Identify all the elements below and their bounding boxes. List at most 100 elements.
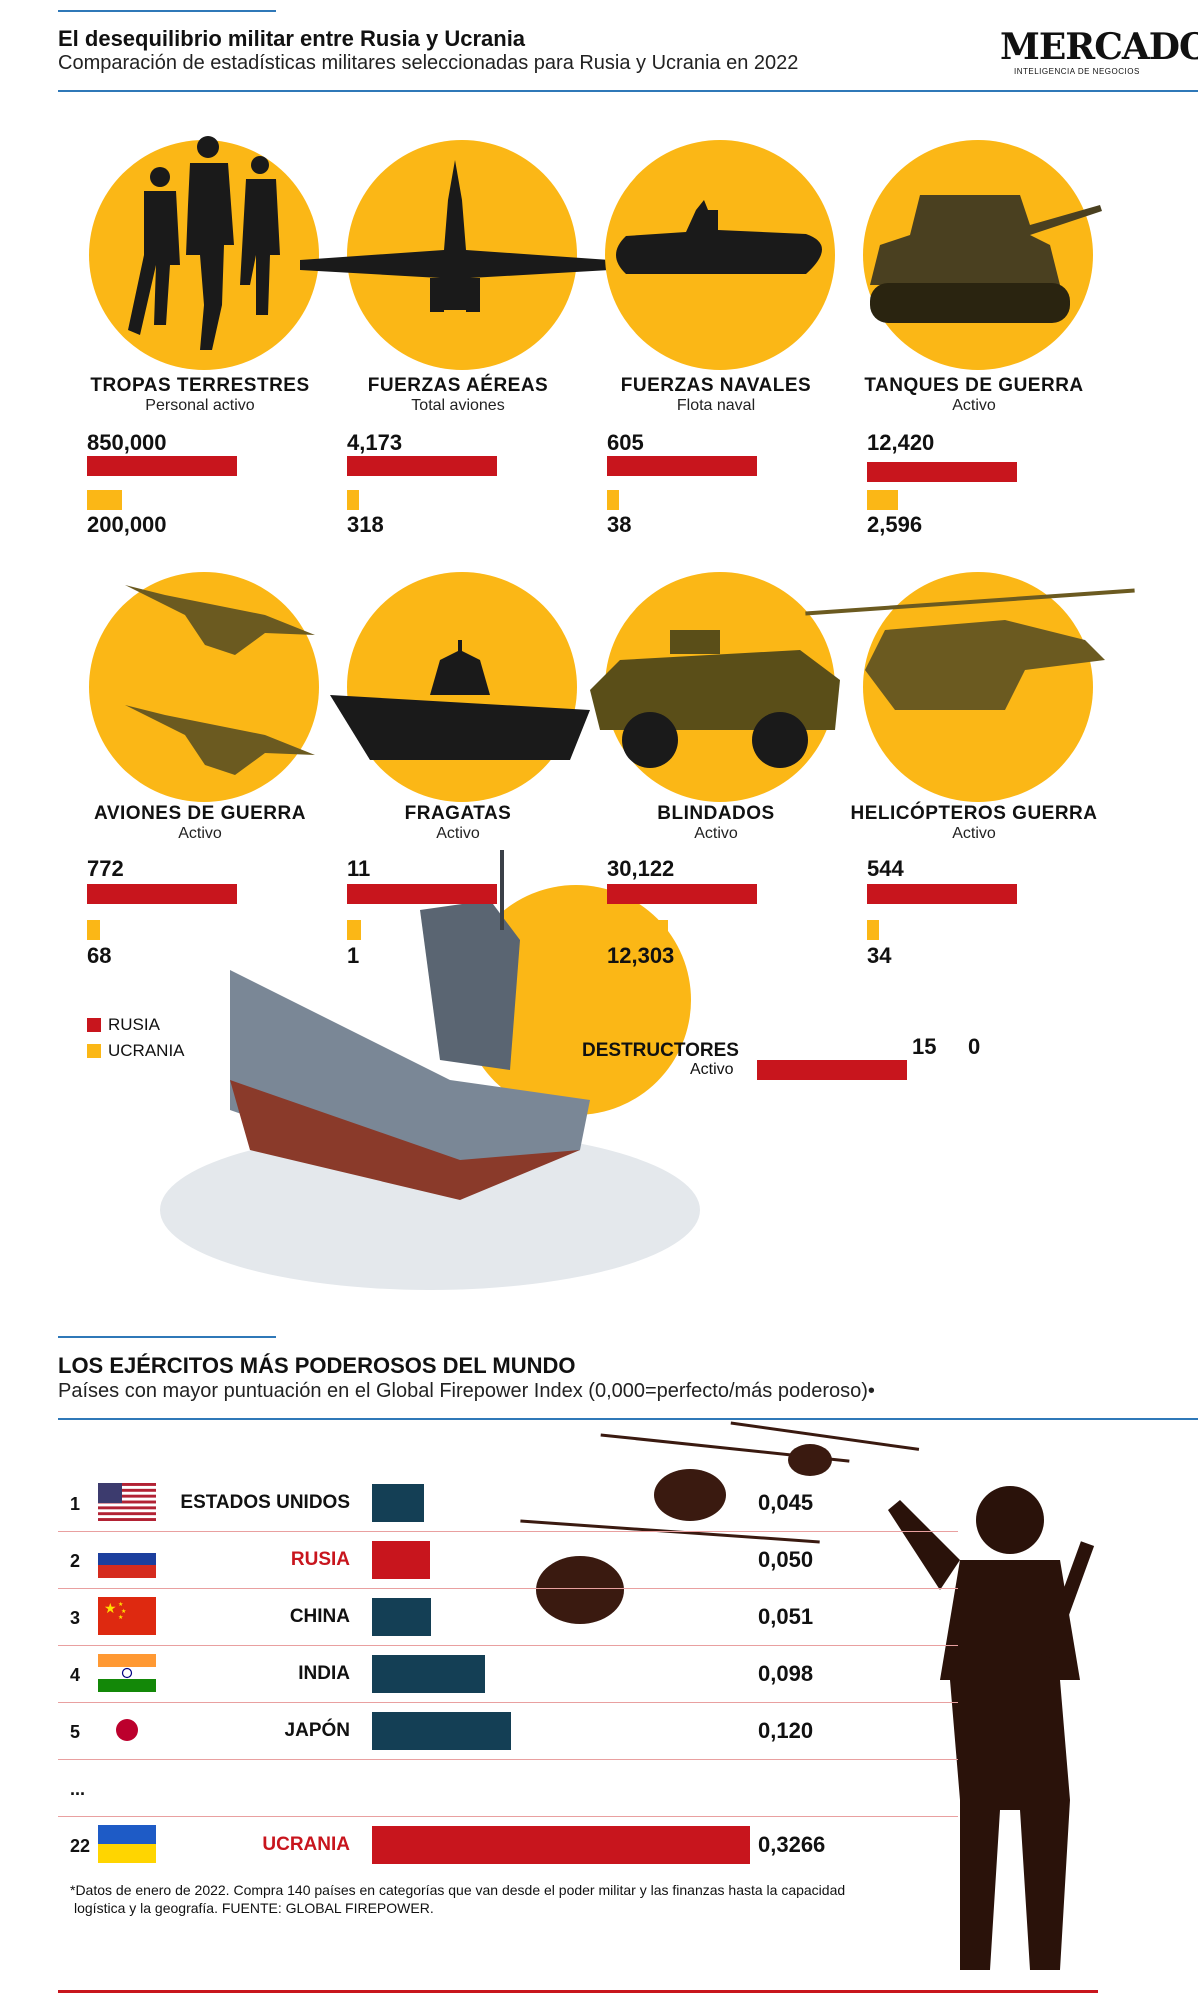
- svg-text:★: ★: [104, 1600, 117, 1616]
- ukraine-value-destroyers: 0: [968, 1034, 981, 1059]
- armored-vehicle-icon: [590, 630, 840, 768]
- soldiers-icon: [128, 136, 280, 350]
- page-subtitle: Comparación de estadísticas militares se…: [58, 52, 799, 74]
- category-unit: Activo: [952, 397, 996, 414]
- footnote-line-1: *Datos de enero de 2022. Compra 140 país…: [70, 1882, 846, 1898]
- category-name: TROPAS TERRESTRES: [90, 375, 310, 396]
- rank-number: 1: [70, 1494, 81, 1514]
- category-unit: Total aviones: [411, 397, 505, 414]
- score-value: 0,098: [758, 1661, 814, 1686]
- score-bar: [372, 1484, 424, 1522]
- rank-number: 5: [70, 1722, 81, 1742]
- tank-icon: [870, 195, 1102, 323]
- country-name: INDIA: [298, 1663, 350, 1684]
- svg-text:★: ★: [118, 1614, 123, 1621]
- row-divider: [58, 1759, 958, 1760]
- score-value: 0,051: [758, 1604, 814, 1629]
- ukraine-value-air: 318: [347, 512, 384, 537]
- category-name-destroyers: DESTRUCTORES: [582, 1040, 739, 1061]
- page-title: El desequilibrio militar entre Rusia y U…: [58, 26, 526, 51]
- ukraine-bar-armored: [607, 920, 668, 940]
- japan-flag-icon: [98, 1711, 156, 1749]
- row-divider: [58, 1588, 958, 1589]
- category-name: BLINDADOS: [657, 803, 775, 824]
- category-name: FRAGATAS: [404, 803, 512, 824]
- row-divider: [58, 1645, 958, 1646]
- score-value: 0,050: [758, 1547, 814, 1572]
- row-divider: [58, 1816, 958, 1817]
- russia-value-warplanes: 772: [87, 856, 124, 881]
- rank-number: 4: [70, 1665, 81, 1685]
- frigate-icon: [330, 640, 590, 760]
- russia-bar-troops: [87, 456, 237, 476]
- score-bar: [372, 1712, 511, 1750]
- row-divider: [58, 1702, 958, 1703]
- rank-number: 2: [70, 1551, 81, 1571]
- soldier-silhouette-icon: [888, 1486, 1095, 1970]
- warplanes-icon: [125, 585, 315, 775]
- ukraine-bar-helicopters: [867, 920, 879, 940]
- score-value: 0,120: [758, 1718, 814, 1743]
- ukraine-value-helicopters: 34: [867, 943, 892, 968]
- ukraine-bar-troops: [87, 490, 122, 510]
- legend-swatch-ukraine: [87, 1044, 101, 1058]
- category-label-navy: FUERZAS NAVALES Flota naval: [586, 375, 846, 415]
- category-label-troops: TROPAS TERRESTRES Personal activo: [70, 375, 330, 415]
- footnote-line-2: logística y la geografía. FUENTE: GLOBAL…: [74, 1900, 434, 1916]
- country-name: CHINA: [289, 1606, 350, 1627]
- submarine-icon: [616, 200, 822, 274]
- russia-bar-helicopters: [867, 884, 1017, 904]
- country-name: JAPÓN: [284, 1720, 350, 1741]
- category-name: TANQUES DE GUERRA: [864, 375, 1084, 396]
- category-label-tanks: TANQUES DE GUERRA Activo: [844, 375, 1104, 415]
- category-name: FUERZAS AÉREAS: [367, 375, 549, 396]
- category-label-armored: BLINDADOS Activo: [586, 803, 846, 843]
- score-bar: [372, 1655, 485, 1693]
- country-name: RUSIA: [290, 1549, 350, 1570]
- country-name: ESTADOS UNIDOS: [180, 1492, 350, 1513]
- section-divider: [58, 1418, 1198, 1420]
- usa-flag-icon: [98, 1483, 156, 1521]
- russia-value-destroyers: 15: [912, 1034, 937, 1059]
- category-name: AVIONES DE GUERRA: [94, 803, 306, 824]
- russia-value-air: 4,173: [347, 430, 403, 455]
- russia-value-helicopters: 544: [867, 856, 904, 881]
- legend-label-russia: RUSIA: [108, 1015, 160, 1034]
- india-flag-icon: [98, 1654, 156, 1692]
- ukraine-bar-navy: [607, 490, 619, 510]
- russia-value-frigates: 11: [347, 856, 371, 881]
- russia-value-tanks: 12,420: [867, 430, 935, 455]
- category-name: HELICÓPTEROS GUERRA: [850, 803, 1098, 824]
- rank-number: ...: [70, 1779, 86, 1799]
- russia-bar-air: [347, 456, 497, 476]
- ukraine-flag-icon: [98, 1825, 156, 1863]
- category-unit: Personal activo: [145, 397, 255, 414]
- category-unit: Activo: [178, 825, 222, 842]
- legend-swatch-russia: [87, 1018, 101, 1032]
- category-unit: Activo: [436, 825, 480, 842]
- category-label-frigates: FRAGATAS Activo: [328, 803, 588, 843]
- russia-flag-icon: [98, 1540, 156, 1578]
- svg-text:★: ★: [121, 1608, 126, 1615]
- russia-bar-warplanes: [87, 884, 237, 904]
- category-name: FUERZAS NAVALES: [620, 375, 812, 396]
- russia-value-armored: 30,122: [607, 856, 675, 881]
- score-bar: [372, 1541, 430, 1579]
- category-unit: Flota naval: [676, 397, 756, 414]
- ukraine-value-navy: 38: [607, 512, 632, 537]
- russia-bar-frigates: [347, 884, 497, 904]
- category-label-air: FUERZAS AÉREAS Total aviones: [328, 375, 588, 415]
- section-accent-line: [58, 1336, 276, 1338]
- ukraine-value-warplanes: 68: [87, 943, 112, 968]
- footer-rule: [58, 1990, 1098, 1993]
- ukraine-value-tanks: 2,596: [867, 512, 923, 537]
- ukraine-value-frigates: 1: [347, 943, 360, 968]
- header-divider: [58, 90, 1198, 92]
- header-accent-line: [58, 10, 276, 12]
- helicopter-icon: [805, 588, 1135, 710]
- china-flag-icon: ★ ★ ★ ★: [98, 1597, 156, 1635]
- score-value: 0,045: [758, 1490, 814, 1515]
- row-divider: [58, 1531, 958, 1532]
- section-subtitle: Países con mayor puntuación en el Global…: [58, 1380, 875, 1402]
- russia-bar-armored: [607, 884, 757, 904]
